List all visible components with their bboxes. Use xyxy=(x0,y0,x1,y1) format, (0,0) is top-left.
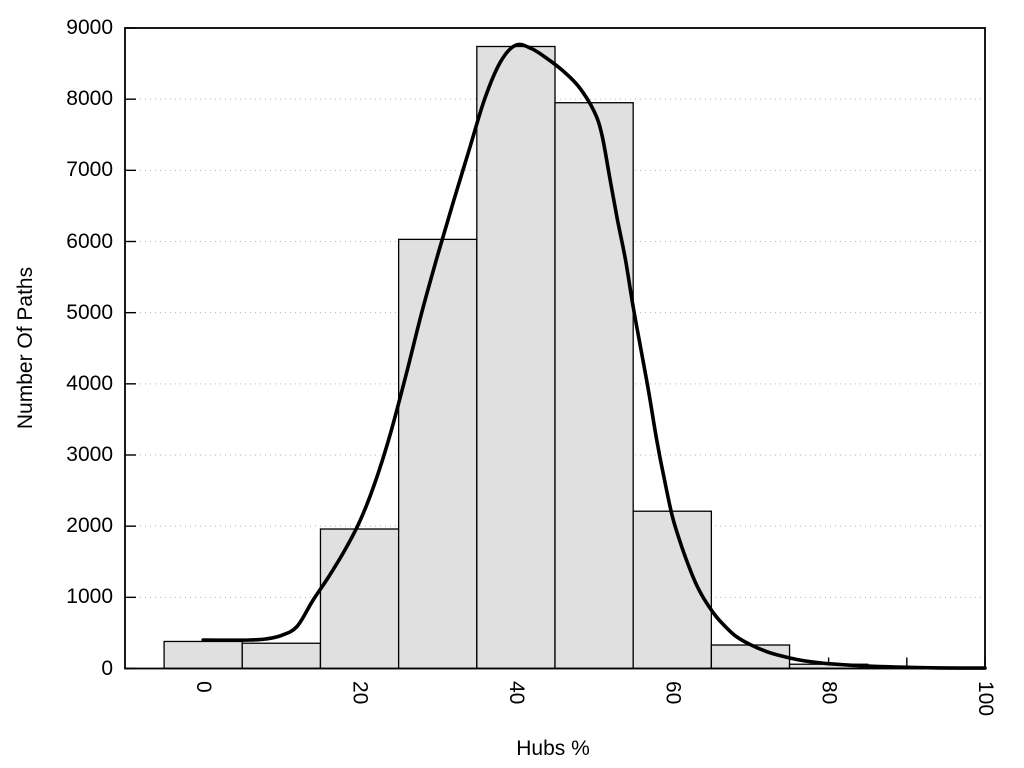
y-tick-label: 2000 xyxy=(66,514,113,538)
histogram-bar xyxy=(319,528,400,670)
x-tick-label: 40 xyxy=(504,681,528,705)
y-tick-label: 0 xyxy=(101,656,113,680)
y-tick-label: 1000 xyxy=(66,585,113,609)
histogram-bar xyxy=(397,238,478,670)
y-tick-label: 3000 xyxy=(66,443,113,466)
histogram-bar xyxy=(476,45,556,670)
histogram-bar xyxy=(554,102,634,670)
y-tick-label: 9000 xyxy=(66,16,113,39)
x-tick-label: 100 xyxy=(974,681,997,717)
y-tick-label: 6000 xyxy=(66,229,113,253)
x-tick-label: 20 xyxy=(348,681,372,705)
y-axis-title-text: Number Of Paths xyxy=(14,266,37,430)
y-tick-label: 5000 xyxy=(66,300,113,324)
x-axis-title: Hubs % xyxy=(516,737,590,760)
x-tick-label: 0 xyxy=(192,681,216,693)
x-tick-label: 60 xyxy=(661,681,685,705)
histogram-bar xyxy=(163,640,243,670)
y-tick-label: 7000 xyxy=(66,158,113,182)
density-curve xyxy=(201,42,987,670)
plot-border xyxy=(124,27,986,670)
x-tick-label: 80 xyxy=(817,681,841,705)
y-tick-label: 4000 xyxy=(66,371,113,395)
histogram-bar xyxy=(241,642,322,670)
y-tick-label: 8000 xyxy=(66,87,113,111)
